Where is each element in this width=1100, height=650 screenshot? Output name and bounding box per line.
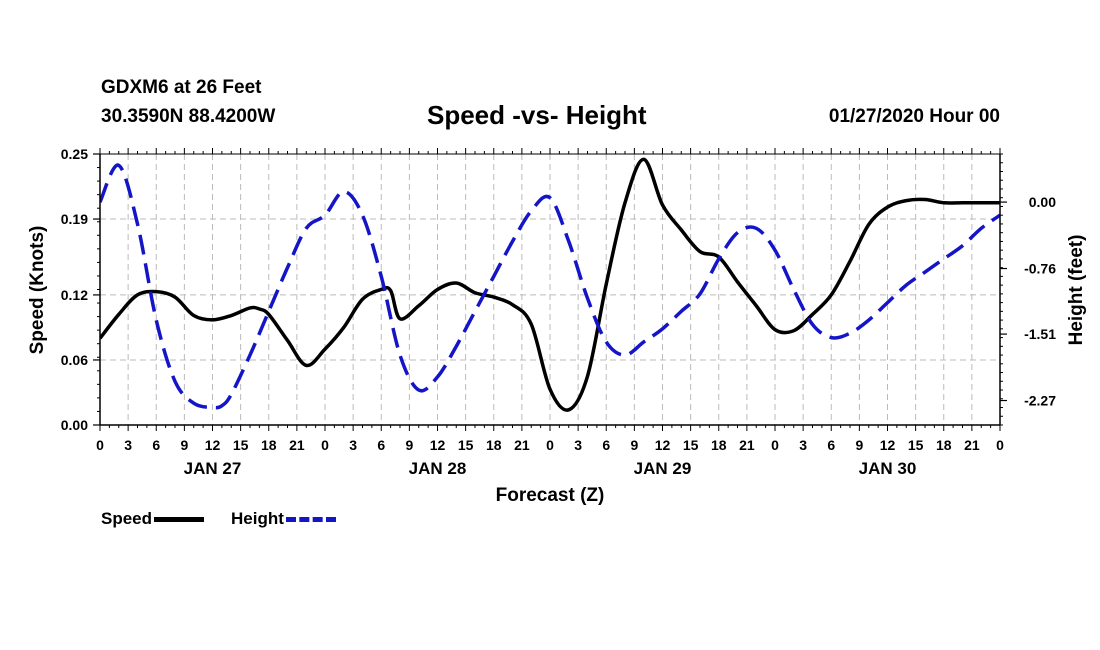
legend-height: Height [231,509,336,529]
x-tick-label: 12 [655,437,671,453]
x-tick-label: 3 [574,437,582,453]
station-name: GDXM6 at 26 Feet [101,77,262,98]
y-tick-label: 0.25 [61,146,88,162]
x-tick-label: 21 [964,437,980,453]
x-axis-label: Forecast (Z) [496,485,605,506]
legend-speed-label: Speed [101,509,153,528]
x-tick-label: 9 [180,437,188,453]
x-tick-label: 15 [458,437,474,453]
y2-tick-label: -2.27 [1024,393,1056,409]
chart-title: Speed -vs- Height [427,100,647,130]
x-tick-label: 0 [771,437,779,453]
date-label: JAN 29 [634,459,692,478]
x-tick-label: 12 [205,437,221,453]
series-layer [100,157,1000,412]
x-tick-label: 6 [152,437,160,453]
x-tick-label: 21 [739,437,755,453]
axes: 0.00 0.06 0.12 0.19 0.25 0.00 -0.76 -1.51 -2.27 0… [61,146,1056,478]
x-tick-label: 6 [602,437,610,453]
x-tick-label: 18 [261,437,277,453]
x-tick-label: 0 [996,437,1004,453]
y-axis-label: Speed (Knots) [27,226,48,355]
x-tick-label: 12 [880,437,896,453]
x-tick-label: 0 [546,437,554,453]
legend-speed: Speed [101,509,205,529]
date-label: JAN 27 [184,459,242,478]
y2-axis-label: Height (feet) [1066,235,1087,346]
x-tick-label: 0 [96,437,104,453]
x-tick-label: 18 [486,437,502,453]
x-tick-label: 3 [124,437,132,453]
x-tick-label: 21 [289,437,305,453]
x-tick-label: 9 [405,437,413,453]
y2-tick-label: 0.00 [1029,194,1056,210]
date-label: JAN 30 [859,459,917,478]
date-label: JAN 28 [409,459,467,478]
x-tick-label: 15 [233,437,249,453]
series-line-height [100,163,1000,410]
y2-tick-label: -1.51 [1024,326,1056,342]
legend-height-swatch [285,516,336,522]
y-tick-label: 0.19 [61,211,88,227]
x-tick-label: 9 [855,437,863,453]
x-tick-label: 0 [321,437,329,453]
x-tick-label: 21 [514,437,530,453]
x-tick-label: 15 [683,437,699,453]
x-tick-label: 9 [630,437,638,453]
x-tick-label: 12 [430,437,446,453]
series-line-speed [100,157,1000,412]
x-tick-label: 3 [799,437,807,453]
station-coordinates: 30.3590N 88.4200W [101,106,276,127]
x-tick-label: 3 [349,437,357,453]
legend-speed-swatch [154,516,205,522]
y-tick-label: 0.00 [61,417,88,433]
x-tick-label: 6 [377,437,385,453]
y2-tick-label: -0.76 [1024,261,1056,277]
legend-height-label: Height [231,509,284,528]
x-tick-label: 18 [936,437,952,453]
forecast-datetime: 01/27/2020 Hour 00 [828,106,1000,127]
x-tick-label: 18 [711,437,727,453]
x-tick-label: 15 [908,437,924,453]
y-tick-label: 0.06 [61,352,88,368]
y-tick-label: 0.12 [61,287,88,303]
x-tick-label: 6 [827,437,835,453]
